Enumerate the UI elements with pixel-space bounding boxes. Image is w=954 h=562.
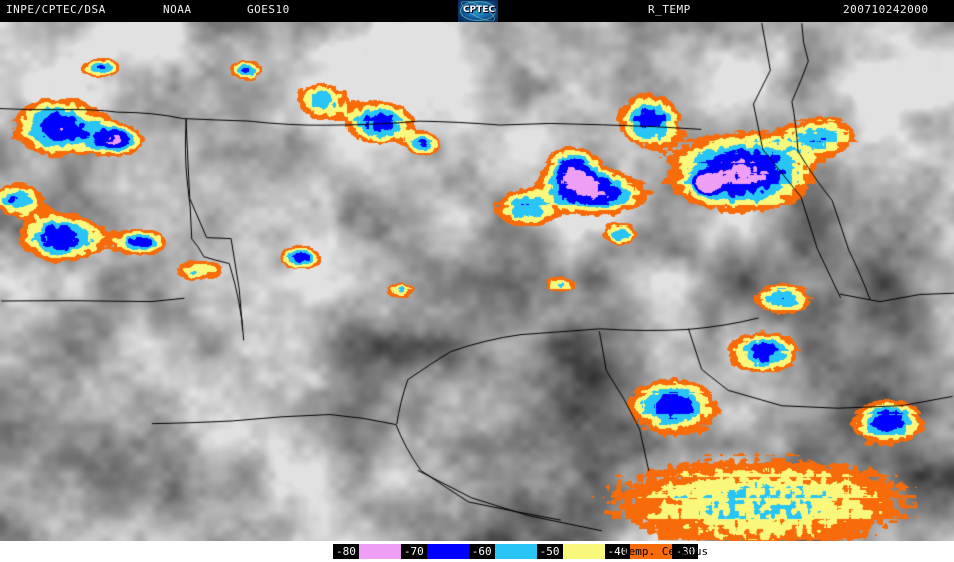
- infrared-image: [0, 22, 954, 541]
- colorbar-swatch-orange: [630, 544, 673, 559]
- cptec-logo-icon: CPTEC: [458, 0, 498, 22]
- colorbar-tick-minus80: -80: [333, 544, 359, 559]
- header-bar: INPE/CPTEC/DSA NOAA GOES10 R_TEMP 200710…: [0, 0, 954, 22]
- colorbar-swatch-pink: [358, 544, 401, 559]
- colorbar-tick-minus50: -50: [536, 544, 563, 559]
- colorbar-tick-minus30: -30: [672, 544, 699, 559]
- satellite-image-canvas: [0, 22, 954, 541]
- header-product: R_TEMP: [648, 3, 691, 16]
- colorbar-unit-label: Temp. Celsius: [622, 545, 709, 558]
- temperature-colorbar: -80 -70 -60 -50 -40 -30: [333, 544, 699, 559]
- header-institution: INPE/CPTEC/DSA: [6, 3, 106, 16]
- logo-label: CPTEC: [462, 5, 496, 15]
- logo-ring-outer: [460, 1, 496, 21]
- colorbar-swatch-blue: [426, 544, 469, 559]
- colorbar-tick-minus70: -70: [400, 544, 427, 559]
- colorbar-swatch-yellow: [562, 544, 605, 559]
- footer-bar: -80 -70 -60 -50 -40 -30 Temp. Celsius: [0, 541, 954, 562]
- header-platform: GOES10: [247, 3, 290, 16]
- colorbar-tick-minus60: -60: [468, 544, 495, 559]
- header-agency: NOAA: [163, 3, 192, 16]
- header-timestamp: 200710242000: [843, 3, 929, 16]
- colorbar-tick-minus40: -40: [604, 544, 631, 559]
- colorbar-swatch-cyan: [494, 544, 537, 559]
